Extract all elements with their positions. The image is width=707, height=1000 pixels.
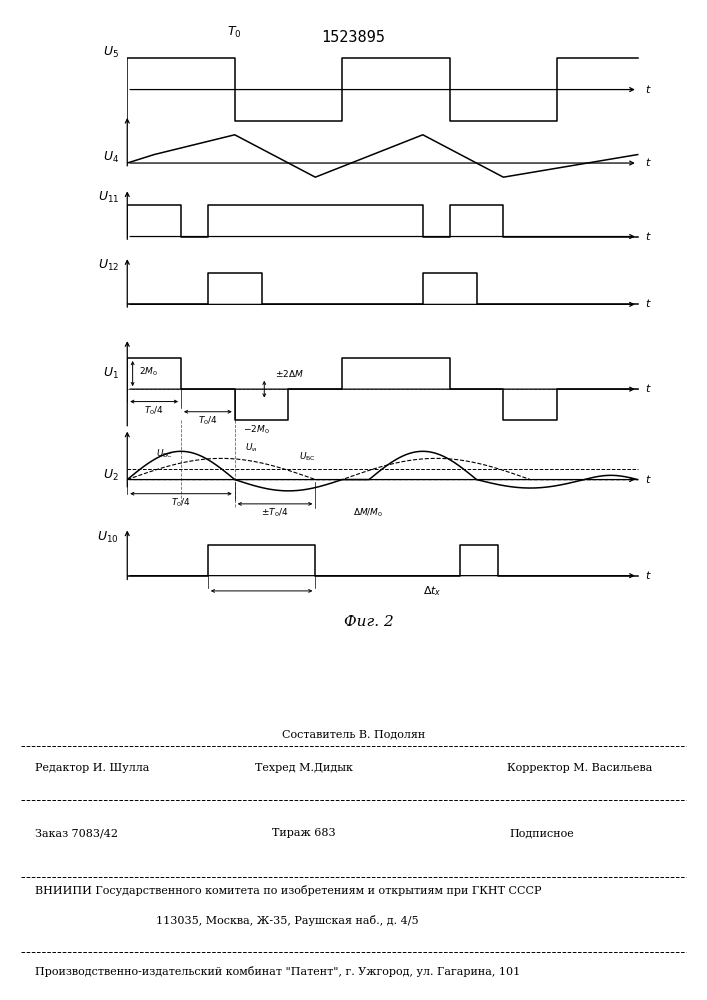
Text: Корректор М. Васильева: Корректор М. Васильева bbox=[507, 763, 653, 773]
Text: $\Delta t_x$: $\Delta t_x$ bbox=[423, 584, 441, 598]
Text: $U_{\rm БС}$: $U_{\rm БС}$ bbox=[299, 450, 316, 463]
Text: $\pm T_0/4$: $\pm T_0/4$ bbox=[262, 507, 288, 519]
Text: $U_{\rm БС}$: $U_{\rm БС}$ bbox=[156, 447, 173, 460]
Text: t: t bbox=[645, 85, 650, 95]
Text: Редактор И. Шулла: Редактор И. Шулла bbox=[35, 763, 150, 773]
Text: 1523895: 1523895 bbox=[322, 30, 385, 45]
Text: t: t bbox=[645, 475, 650, 485]
Text: $U_{12}$: $U_{12}$ bbox=[98, 258, 119, 273]
Text: t: t bbox=[645, 571, 650, 581]
Text: $U_{10}$: $U_{10}$ bbox=[98, 529, 119, 545]
Text: $U_5$: $U_5$ bbox=[103, 45, 119, 60]
Text: t: t bbox=[645, 232, 650, 242]
Text: 113035, Москва, Ж-35, Раушская наб., д. 4/5: 113035, Москва, Ж-35, Раушская наб., д. … bbox=[156, 915, 418, 926]
Text: $U_4$: $U_4$ bbox=[103, 150, 119, 165]
Text: $U_1$: $U_1$ bbox=[103, 366, 119, 381]
Text: t: t bbox=[645, 158, 650, 168]
Text: Фиг. 2: Фиг. 2 bbox=[344, 615, 394, 629]
Text: Производственно-издательский комбинат "Патент", г. Ужгород, ул. Гагарина, 101: Производственно-издательский комбинат "П… bbox=[35, 966, 520, 977]
Text: $-2M_0$: $-2M_0$ bbox=[243, 423, 269, 436]
Text: Заказ 7083/42: Заказ 7083/42 bbox=[35, 828, 118, 838]
Text: $U_{11}$: $U_{11}$ bbox=[98, 190, 119, 205]
Text: $T_0/4$: $T_0/4$ bbox=[144, 404, 164, 417]
Text: Тираж 683: Тираж 683 bbox=[272, 828, 336, 838]
Text: $T_0$: $T_0$ bbox=[228, 25, 242, 40]
Text: $\Delta M/M_0$: $\Delta M/M_0$ bbox=[353, 507, 383, 519]
Text: $\pm 2\Delta M$: $\pm 2\Delta M$ bbox=[275, 368, 304, 379]
Text: Техред М.Дидык: Техред М.Дидык bbox=[255, 763, 353, 773]
Text: t: t bbox=[645, 299, 650, 309]
Text: $U_{\rm и}$: $U_{\rm и}$ bbox=[245, 442, 257, 454]
Text: $T_0/4$: $T_0/4$ bbox=[198, 415, 218, 427]
Text: $2M_0$: $2M_0$ bbox=[139, 366, 158, 378]
Text: Подписное: Подписное bbox=[509, 828, 574, 838]
Text: t: t bbox=[645, 384, 650, 394]
Text: $U_2$: $U_2$ bbox=[103, 468, 119, 483]
Text: $T_0/4$: $T_0/4$ bbox=[171, 497, 191, 509]
Text: ВНИИПИ Государственного комитета по изобретениям и открытиям при ГКНТ СССР: ВНИИПИ Государственного комитета по изоб… bbox=[35, 885, 542, 896]
Text: Составитель В. Подолян: Составитель В. Подолян bbox=[282, 729, 425, 739]
